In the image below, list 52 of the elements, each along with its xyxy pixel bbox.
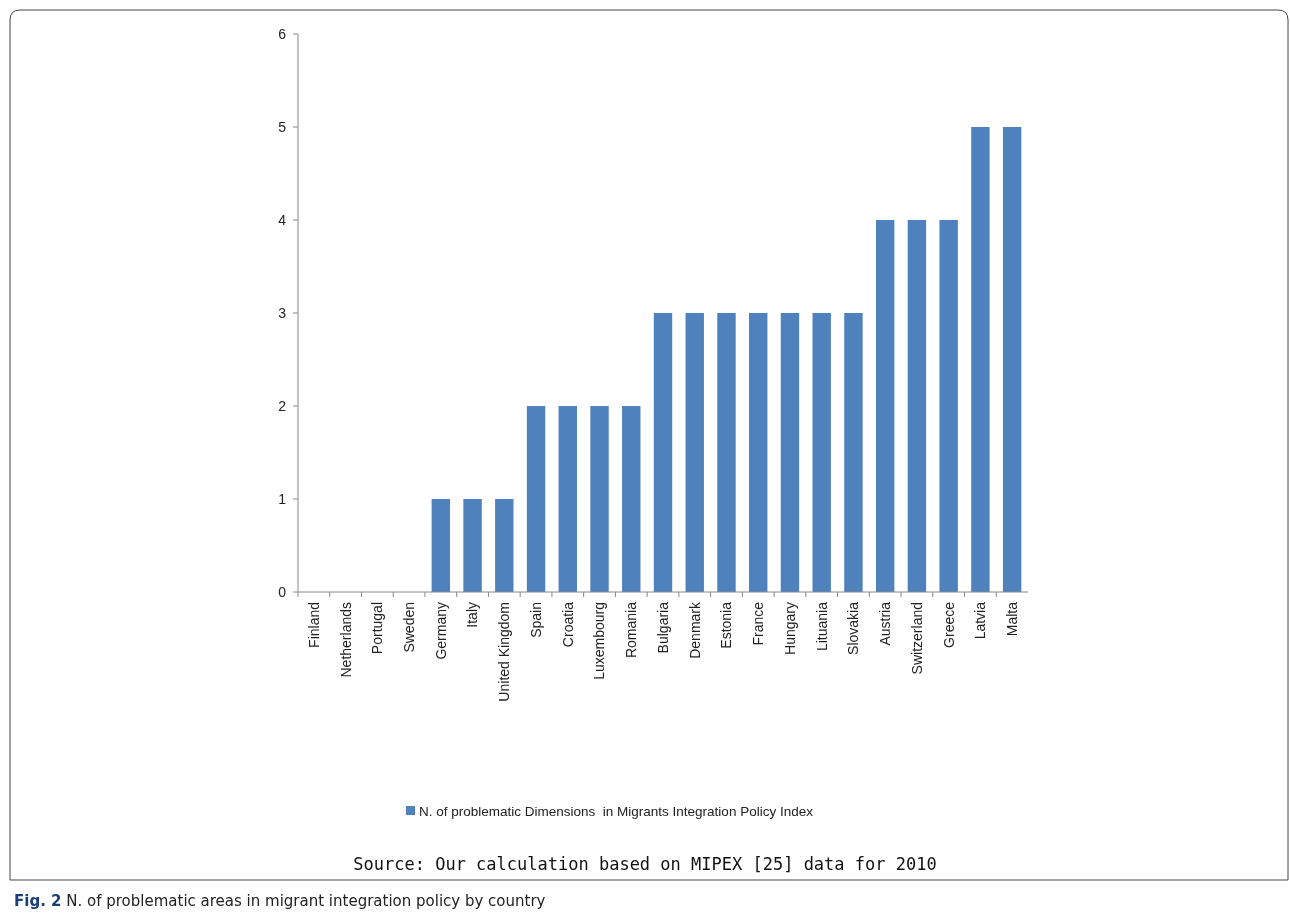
y-tick-label: 3	[278, 304, 287, 321]
caption: Fig. 2 N. of problematic areas in migrant integration policy by country	[14, 892, 546, 910]
bar	[971, 127, 990, 592]
y-tick-label: 2	[278, 397, 287, 414]
bar	[717, 313, 736, 592]
y-tick-label: 6	[278, 25, 287, 42]
bar	[495, 499, 514, 592]
bar	[558, 406, 577, 592]
bar	[907, 220, 927, 592]
x-tick-label: Greece	[940, 601, 957, 648]
x-tick-label: Croatia	[559, 601, 576, 648]
x-tick-label: Malta	[1004, 601, 1021, 637]
y-tick-label: 5	[278, 118, 287, 135]
x-tick-label: Netherlands	[337, 602, 354, 678]
x-tick-label: Spain	[527, 602, 544, 638]
bar	[1002, 127, 1022, 592]
x-tick-label: United Kingdom	[496, 602, 513, 702]
x-tick-label: Bulgaria	[654, 601, 671, 654]
bar	[431, 499, 451, 592]
x-tick-label: Austria	[877, 601, 894, 646]
y-tick-label: 1	[278, 490, 287, 507]
bar	[844, 313, 863, 592]
x-tick-label: Portugal	[369, 602, 386, 655]
x-tick-label: Latvia	[972, 601, 989, 640]
y-tick-label: 4	[278, 211, 287, 228]
x-tick-label: Switzerland	[908, 602, 925, 675]
x-tick-label: Germany	[432, 602, 449, 660]
bar	[939, 220, 958, 592]
x-tick-label: Estonia	[718, 601, 735, 649]
bar	[653, 313, 673, 592]
x-tick-label: Luxembourg	[591, 602, 608, 680]
x-tick-label: Italy	[464, 602, 481, 628]
x-tick-label: Slovakia	[845, 601, 862, 655]
bar	[526, 406, 546, 592]
x-tick-label: Romania	[623, 601, 640, 659]
bar	[875, 220, 895, 592]
x-tick-label: France	[750, 601, 767, 646]
bar	[463, 499, 482, 592]
bar	[812, 313, 831, 592]
y-tick-label: 0	[278, 583, 287, 600]
x-tick-label: Hungary	[781, 602, 798, 655]
x-tick-label: Sweden	[400, 602, 417, 653]
bar	[590, 406, 609, 592]
bar	[780, 313, 800, 592]
source-note: Source: Our calculation based on MIPEX [25] data for 2010	[353, 854, 937, 874]
x-tick-label: Finland	[305, 602, 322, 648]
bar	[622, 406, 641, 592]
x-tick-label: Lituania	[813, 601, 830, 652]
bar	[749, 313, 768, 592]
bar	[685, 313, 704, 592]
legend-label: N. of problematic Dimensions in Migrants Integration Policy Index	[419, 803, 814, 819]
x-tick-label: Denmark	[686, 601, 703, 659]
